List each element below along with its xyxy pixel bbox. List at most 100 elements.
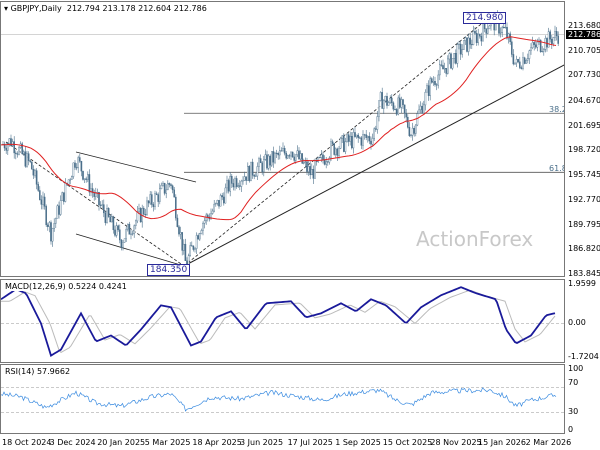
candle: [101, 204, 103, 206]
candle: [11, 141, 14, 146]
candle: [250, 161, 252, 182]
price-axis-label: 201.695: [568, 120, 600, 130]
macd-axis-max: 1.9599: [568, 279, 596, 288]
candle: [309, 166, 312, 176]
candle: [539, 39, 542, 52]
candle: [224, 187, 227, 204]
candle: [488, 25, 491, 30]
candle: [418, 109, 420, 114]
candle: [307, 166, 310, 172]
candle: [133, 225, 136, 234]
candle: [181, 232, 184, 251]
candle: [480, 35, 483, 42]
candle: [466, 37, 468, 52]
candle: [419, 105, 422, 111]
candle: [317, 157, 320, 162]
candle: [157, 194, 160, 202]
rsi-axis-0: 0: [568, 425, 574, 434]
candle: [39, 190, 41, 200]
date-axis-label: 28 Nov 2025: [430, 438, 482, 447]
candle: [264, 154, 267, 160]
candle: [259, 158, 262, 164]
candle: [403, 104, 406, 114]
candle: [471, 44, 473, 46]
candle: [541, 51, 543, 53]
candle: [387, 102, 390, 106]
candle: [5, 147, 7, 151]
candle: [37, 184, 39, 191]
candle: [551, 38, 553, 44]
candle: [421, 105, 424, 114]
candle: [376, 116, 379, 130]
candle: [314, 159, 316, 179]
candle: [110, 216, 113, 223]
candle: [86, 174, 89, 180]
candle: [146, 200, 148, 215]
candle: [519, 61, 521, 68]
candle: [48, 222, 51, 227]
candle: [375, 128, 377, 130]
candle: [150, 194, 153, 205]
candle: [93, 192, 95, 197]
candle: [512, 54, 515, 65]
candle: [443, 67, 446, 70]
candle: [26, 153, 28, 167]
candle: [322, 154, 324, 160]
signal-line: [1, 289, 556, 354]
candle: [555, 31, 558, 37]
high-label: 214.980: [463, 12, 507, 24]
candle: [402, 99, 404, 106]
candle: [128, 223, 131, 235]
date-axis-label: 18 Apr 2025: [192, 438, 242, 447]
candle: [439, 64, 441, 76]
candle: [423, 104, 425, 114]
macd-title: MACD(12,26,9) 0.5224 0.4241: [4, 282, 128, 291]
candle: [442, 65, 444, 70]
candle: [64, 182, 67, 202]
candle: [243, 176, 246, 181]
candle: [253, 175, 256, 177]
trendline: [183, 64, 564, 267]
candle: [514, 62, 516, 65]
candle: [200, 230, 203, 234]
candle: [155, 193, 158, 195]
symbol: GBPJPY,Daily: [10, 4, 62, 13]
candle: [117, 225, 119, 230]
rsi-pane[interactable]: RSI(14) 57.9662: [0, 364, 565, 434]
candle: [261, 162, 264, 172]
candle: [515, 59, 518, 64]
candle: [40, 199, 43, 205]
candle: [168, 183, 171, 185]
price-axis-label: 210.705: [568, 45, 600, 55]
candle: [99, 204, 102, 206]
price-axis-label: 195.745: [568, 170, 600, 180]
candle: [171, 185, 174, 191]
candle: [304, 161, 307, 163]
price-pane[interactable]: ActionForex 214.980 184.350 38.2 61.8 ▾ …: [0, 1, 565, 277]
candle: [298, 150, 300, 160]
macd-pane[interactable]: MACD(12,26,9) 0.5224 0.4241: [0, 279, 565, 363]
candle: [303, 162, 305, 164]
candle: [549, 31, 551, 40]
candle: [251, 161, 254, 176]
candle: [349, 136, 352, 142]
candle: [338, 148, 340, 156]
candle: [463, 40, 465, 50]
candle: [237, 185, 240, 187]
price-axis-label: 198.720: [568, 145, 600, 155]
candle: [413, 127, 416, 134]
candle: [320, 154, 323, 158]
candle: [230, 175, 233, 184]
candle: [477, 33, 480, 43]
candle: [507, 33, 510, 39]
candle: [283, 148, 286, 154]
dashed-trendline: [5, 141, 185, 267]
candle: [118, 229, 121, 241]
candle: [384, 96, 387, 102]
candle: [35, 170, 38, 185]
candle: [126, 223, 129, 230]
candle: [27, 153, 30, 161]
candle: [408, 126, 411, 136]
candle: [18, 147, 20, 155]
macd-axis-zero: 0.00: [568, 318, 586, 327]
